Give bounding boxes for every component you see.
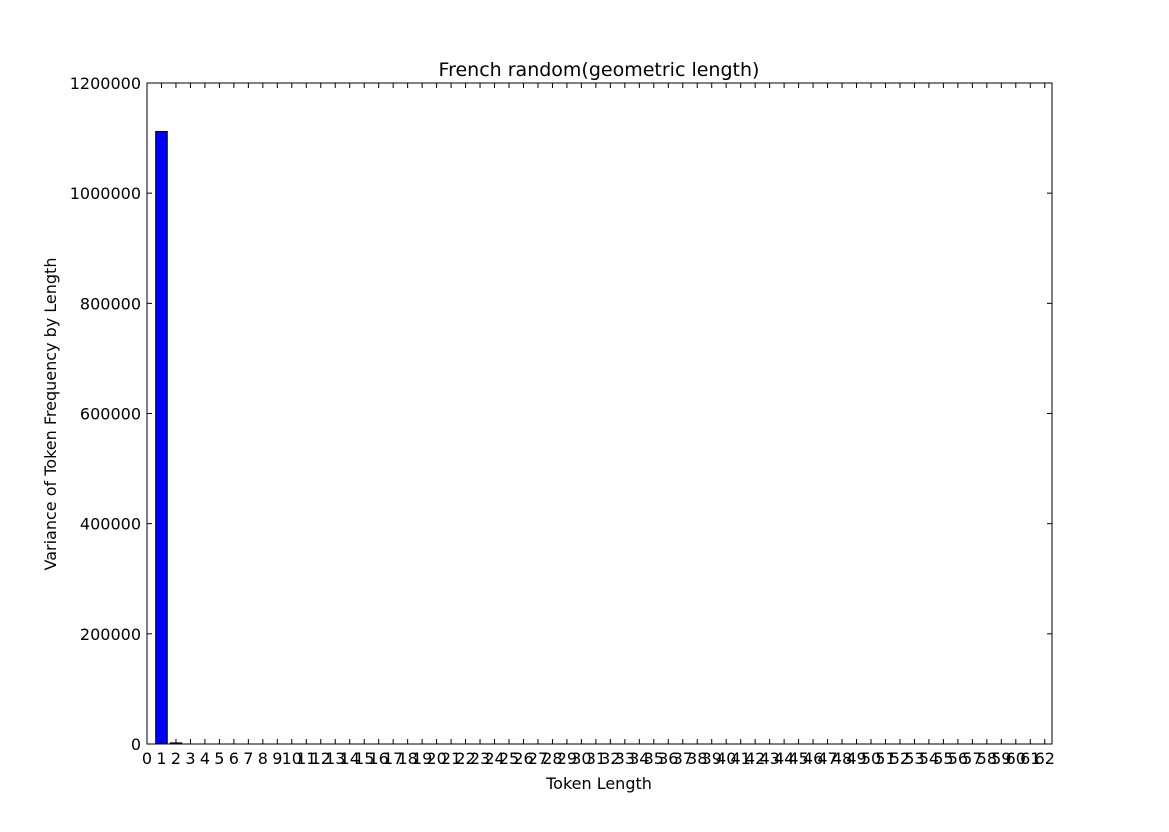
x-tick-label-10: 10 — [282, 749, 302, 768]
bar-1 — [155, 130, 168, 745]
y-tick-label-800000: 800000 — [80, 294, 141, 313]
x-tick-label-45: 45 — [788, 749, 808, 768]
x-tick-label-13: 13 — [325, 749, 345, 768]
x-tick-label-24: 24 — [484, 749, 504, 768]
x-tick-label-44: 44 — [774, 749, 794, 768]
x-tick-label-26: 26 — [513, 749, 533, 768]
chart-title: French random(geometric length) — [439, 59, 760, 81]
x-axis-label: Token Length — [545, 774, 652, 793]
x-tick-label-28: 28 — [542, 749, 562, 768]
x-tick-label-4: 4 — [200, 749, 210, 768]
x-tick-label-50: 50 — [861, 749, 881, 768]
x-tick-label-9: 9 — [272, 749, 282, 768]
x-tick-label-51: 51 — [875, 749, 895, 768]
x-tick-label-29: 29 — [557, 749, 577, 768]
x-tick-label-40: 40 — [716, 749, 736, 768]
x-tick-label-48: 48 — [832, 749, 852, 768]
x-tick-label-23: 23 — [470, 749, 490, 768]
x-tick-label-11: 11 — [296, 749, 316, 768]
x-tick-label-22: 22 — [455, 749, 475, 768]
x-tick-label-21: 21 — [441, 749, 461, 768]
x-tick-label-3: 3 — [185, 749, 195, 768]
x-tick-label-19: 19 — [412, 749, 432, 768]
x-tick-label-0: 0 — [142, 749, 152, 768]
x-tick-label-35: 35 — [644, 749, 664, 768]
x-tick-label-18: 18 — [397, 749, 417, 768]
x-tick-label-54: 54 — [919, 749, 939, 768]
plot-background — [147, 83, 1052, 744]
x-tick-label-2: 2 — [171, 749, 181, 768]
x-tick-label-8: 8 — [258, 749, 268, 768]
x-tick-label-16: 16 — [369, 749, 389, 768]
x-tick-label-14: 14 — [340, 749, 360, 768]
x-tick-label-38: 38 — [687, 749, 707, 768]
x-tick-label-41: 41 — [731, 749, 751, 768]
x-tick-label-47: 47 — [817, 749, 837, 768]
x-tick-label-7: 7 — [243, 749, 253, 768]
x-tick-label-43: 43 — [759, 749, 779, 768]
x-tick-label-52: 52 — [890, 749, 910, 768]
x-tick-label-59: 59 — [991, 749, 1011, 768]
x-tick-label-33: 33 — [615, 749, 635, 768]
x-tick-label-62: 62 — [1035, 749, 1055, 768]
x-tick-label-5: 5 — [214, 749, 224, 768]
y-axis-label: Variance of Token Frequency by Length — [41, 258, 60, 571]
x-tick-label-31: 31 — [586, 749, 606, 768]
x-tick-label-46: 46 — [803, 749, 823, 768]
x-tick-label-58: 58 — [977, 749, 997, 768]
x-tick-label-30: 30 — [571, 749, 591, 768]
ticks-layer: 0 200000 400000 600000 800000 1000000 1200000 0… — [70, 74, 1055, 768]
x-tick-label-15: 15 — [354, 749, 374, 768]
y-tick-label-600000: 600000 — [80, 405, 141, 424]
x-tick-label-42: 42 — [745, 749, 765, 768]
x-tick-label-36: 36 — [658, 749, 678, 768]
y-tick-label-400000: 400000 — [80, 515, 141, 534]
y-tick-label-200000: 200000 — [80, 625, 141, 644]
y-tick-label-1000000: 1000000 — [70, 184, 141, 203]
x-tick-label-53: 53 — [904, 749, 924, 768]
y-tick-label-1200000: 1200000 — [70, 74, 141, 93]
x-tick-label-27: 27 — [528, 749, 548, 768]
x-tick-label-55: 55 — [933, 749, 953, 768]
x-tick-label-20: 20 — [426, 749, 446, 768]
x-tick-label-37: 37 — [673, 749, 693, 768]
x-tick-label-34: 34 — [629, 749, 649, 768]
x-tick-label-17: 17 — [383, 749, 403, 768]
x-tick-label-61: 61 — [1020, 749, 1040, 768]
x-tick-label-56: 56 — [948, 749, 968, 768]
x-tick-label-57: 57 — [962, 749, 982, 768]
x-tick-label-6: 6 — [229, 749, 239, 768]
y-tick-label-0: 0 — [131, 735, 141, 754]
x-tick-label-32: 32 — [600, 749, 620, 768]
x-tick-label-60: 60 — [1006, 749, 1026, 768]
x-tick-label-39: 39 — [702, 749, 722, 768]
x-tick-label-25: 25 — [499, 749, 519, 768]
plot-frame — [146, 82, 1053, 745]
x-tick-label-12: 12 — [311, 749, 331, 768]
x-tick-label-49: 49 — [846, 749, 866, 768]
x-tick-label-1: 1 — [156, 749, 166, 768]
